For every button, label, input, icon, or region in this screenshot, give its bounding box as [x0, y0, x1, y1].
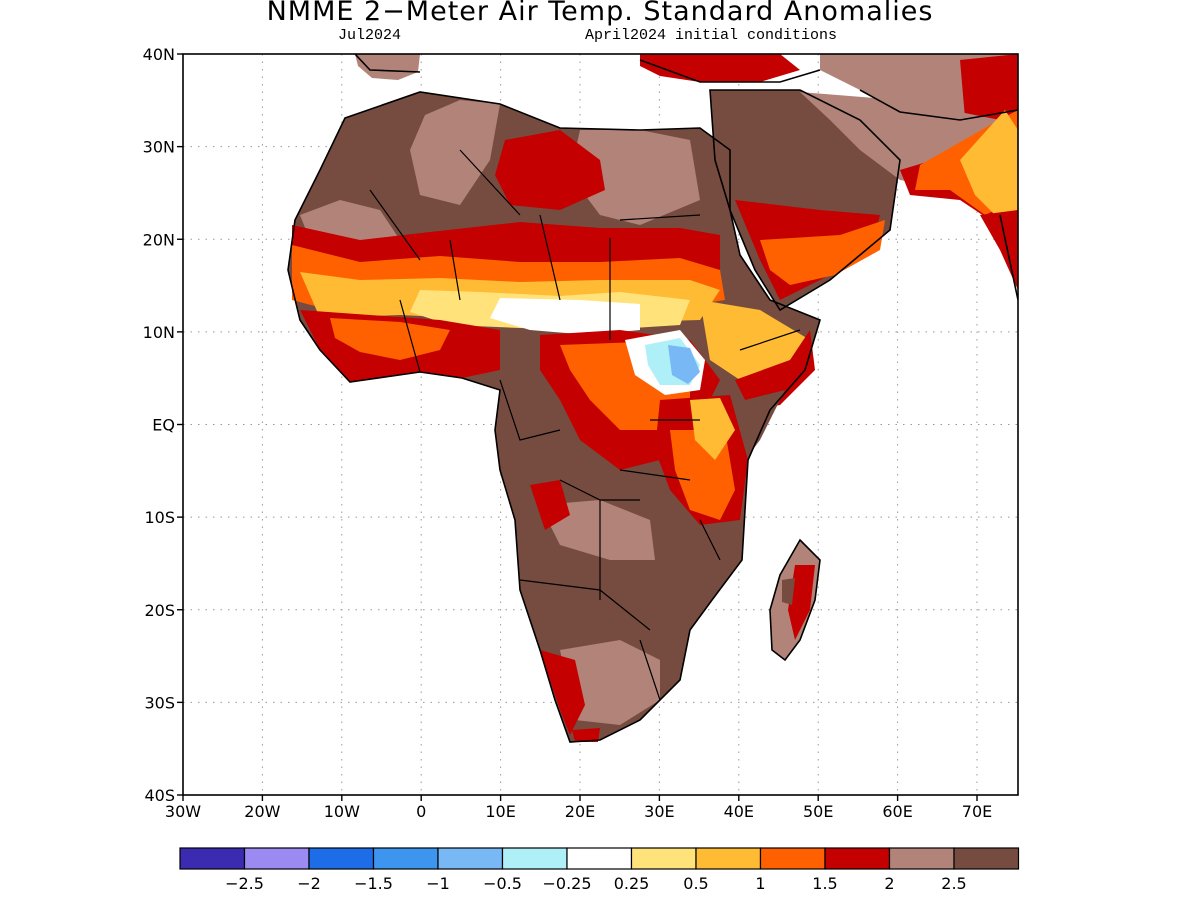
legend-label: 2.5 — [941, 874, 966, 893]
legend-label: −0.5 — [483, 874, 522, 893]
westafrica-orange — [330, 318, 450, 360]
southafrica-light — [560, 640, 660, 725]
lat-tick-label: 20S — [144, 601, 175, 620]
legend-label: 0.25 — [614, 874, 650, 893]
lon-tick-label: 30E — [644, 802, 674, 821]
europe-anomaly — [355, 54, 420, 80]
lon-tick-label: 10E — [485, 802, 515, 821]
sahara-light-w — [410, 100, 500, 205]
lon-tick-label: 40E — [724, 802, 754, 821]
plot-frame — [182, 53, 1019, 796]
lon-tick-label: 70E — [962, 802, 992, 821]
legend-label: 0.5 — [683, 874, 708, 893]
lon-tick-label: 50E — [803, 802, 833, 821]
madagascar-red — [788, 565, 815, 640]
lat-tick-label: 10S — [144, 508, 175, 527]
legend-label: 1 — [755, 874, 765, 893]
lat-tick-label: 40N — [143, 45, 175, 64]
southafrica-red — [540, 650, 585, 735]
lon-tick-label: 0 — [416, 802, 426, 821]
madagascar-brown — [782, 578, 795, 605]
legend-swatch — [695, 847, 762, 870]
lon-tick-label: 60E — [882, 802, 912, 821]
lat-tick-label: 30S — [144, 693, 175, 712]
coastlines — [287, 54, 1018, 743]
lon-tick-label: 20W — [244, 802, 280, 821]
country-borders — [369, 149, 801, 701]
lon-tick-label: 30W — [165, 802, 201, 821]
lon-tick-label: 10W — [324, 802, 360, 821]
lat-tick-label: 30N — [143, 138, 175, 157]
longitude-labels: 30W 20W 10W 0 10E 20E 30E 40E 50E 60E 70E — [165, 802, 992, 821]
southsudan-blue — [668, 345, 700, 384]
legend-swatch — [243, 847, 310, 870]
southafrica-red2 — [572, 728, 600, 742]
legend-label: 2 — [884, 874, 894, 893]
angola-red — [530, 480, 570, 530]
legend-swatch — [566, 847, 633, 870]
lon-tick-label: 20E — [565, 802, 595, 821]
legend-label: −2.5 — [225, 874, 264, 893]
india-red — [980, 210, 1018, 290]
valid-month: Jul2024 — [338, 27, 402, 44]
map-title: NMME 2−Meter Air Temp. Standard Anomalie… — [266, 0, 934, 27]
anomaly-field — [288, 54, 1018, 742]
latitude-labels: 40N 30N 20N 10N EQ 10S 20S 30S 40S — [143, 45, 175, 805]
legend-swatch — [501, 847, 568, 870]
legend-swatch — [759, 847, 826, 870]
legend-swatch — [437, 847, 504, 870]
sahara-light-e — [570, 130, 700, 225]
ethiopia-red — [735, 330, 815, 410]
arabia-orange — [760, 220, 885, 285]
legend-swatch — [824, 847, 891, 870]
legend-label: −0.25 — [542, 874, 591, 893]
libya-red — [495, 130, 605, 210]
legend-swatch — [308, 847, 375, 870]
lat-tick-label: 20N — [143, 230, 175, 249]
legend-swatch — [372, 847, 439, 870]
lat-tick-label: 10N — [143, 323, 175, 342]
legend-swatch — [179, 847, 246, 870]
ethiopia-amber — [700, 300, 810, 380]
lat-tick-label: EQ — [152, 416, 175, 435]
legend-label: 1.5 — [812, 874, 837, 893]
legend-label: −1.5 — [354, 874, 393, 893]
legend-swatch — [888, 847, 955, 870]
sahel-white — [490, 298, 640, 335]
eastafrica-amber — [690, 398, 735, 460]
graticule — [177, 53, 1018, 801]
legend-swatch — [953, 847, 1020, 870]
lat-tick-label: 40S — [144, 786, 175, 805]
color-legend: −2.5 −2 −1.5 −1 −0.5 −0.25 0.25 0.5 1 1.5 2 2.5 — [179, 847, 1020, 893]
legend-label: −2 — [297, 874, 321, 893]
initial-conditions: April2024 initial conditions — [585, 27, 838, 44]
legend-swatch — [630, 847, 697, 870]
pakistan-yellow — [960, 110, 1018, 215]
legend-label: −1 — [426, 874, 450, 893]
